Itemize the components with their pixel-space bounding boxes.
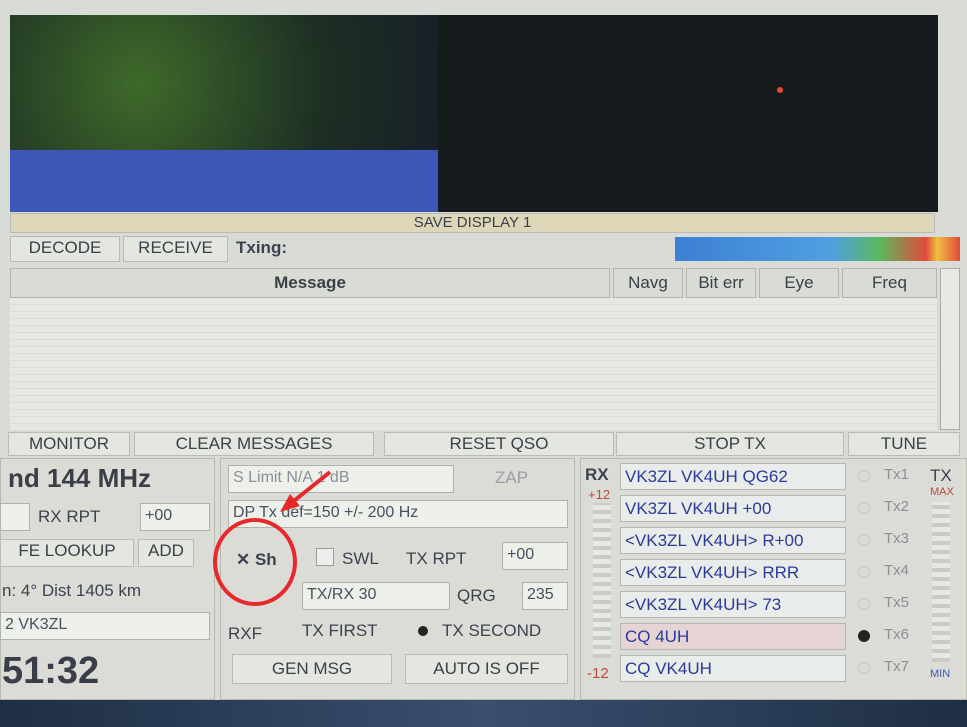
lookup-button[interactable]: FE LOOKUP (0, 539, 134, 567)
tx-label[interactable]: Tx6 (884, 626, 909, 643)
button[interactable]: STOP TX (616, 432, 844, 456)
txing-label: Txing: (236, 238, 287, 258)
scale-bottom: -12 (587, 665, 609, 682)
table-header: Navg (613, 268, 683, 298)
gen-msg-button[interactable]: GEN MSG (232, 654, 392, 684)
decode-button[interactable]: DECODE (10, 236, 120, 262)
clock: 51:32 (2, 650, 99, 693)
tx-message[interactable]: <VK3ZL VK4UH> 73 (620, 591, 846, 618)
tx-radio[interactable] (858, 662, 870, 674)
button[interactable]: TUNE (848, 432, 960, 456)
spectrum-dot (777, 87, 783, 93)
button[interactable]: MONITOR (8, 432, 130, 456)
radio-selected[interactable] (418, 626, 428, 636)
auto-button[interactable]: AUTO IS OFF (405, 654, 568, 684)
tx-label[interactable]: Tx2 (884, 498, 909, 515)
rx-meter (593, 503, 611, 658)
save-display[interactable]: SAVE DISPLAY 1 (10, 213, 935, 233)
waterfall-band (10, 150, 440, 212)
button[interactable]: RESET QSO (384, 432, 614, 456)
screenshot: SAVE DISPLAY 1 DECODE RECEIVE Txing: Mes… (0, 0, 967, 727)
table-header: Message (10, 268, 610, 298)
distance: n: 4° Dist 1405 km (2, 581, 141, 601)
tx-message[interactable]: VK3ZL VK4UH +00 (620, 495, 846, 522)
tx-first[interactable]: TX FIRST (302, 621, 378, 641)
level-meter (675, 237, 960, 261)
button[interactable]: CLEAR MESSAGES (134, 432, 374, 456)
tx-label[interactable]: Tx7 (884, 658, 909, 675)
tx-label[interactable]: Tx1 (884, 466, 909, 483)
tx-radio[interactable] (858, 566, 870, 578)
scale-top: +12 (588, 487, 610, 502)
zap[interactable]: ZAP (495, 468, 528, 488)
max-label: MAX (930, 486, 954, 498)
rx-label: RX (585, 465, 609, 485)
spectrum-panel (438, 15, 938, 212)
tx-message[interactable]: VK3ZL VK4UH QG62 (620, 463, 846, 490)
tx-message[interactable]: CQ 4UH (620, 623, 846, 650)
tx-message[interactable]: CQ VK4UH (620, 655, 846, 682)
add-button[interactable]: ADD (138, 539, 194, 567)
band-label: nd 144 MHz (8, 463, 151, 494)
red-circle (215, 520, 295, 604)
table-header: Freq (842, 268, 937, 298)
qrg-value[interactable]: 235 (522, 582, 568, 610)
taskbar (0, 700, 967, 727)
qrg-label: QRG (457, 586, 496, 606)
tx-radio[interactable] (858, 630, 870, 642)
input[interactable] (0, 503, 30, 531)
tx-radio[interactable] (858, 534, 870, 546)
tx-radio[interactable] (858, 598, 870, 610)
tx-rpt-value[interactable]: +00 (502, 542, 568, 570)
callsign: 2 VK3ZL (0, 612, 210, 640)
tx-label[interactable]: Tx3 (884, 530, 909, 547)
annotation (200, 460, 350, 610)
message-table (10, 298, 937, 430)
tx-label[interactable]: Tx5 (884, 594, 909, 611)
tx-radio[interactable] (858, 502, 870, 514)
min-label: MIN (930, 668, 950, 680)
tx-second[interactable]: TX SECOND (442, 621, 541, 641)
rx-rpt-label: RX RPT (38, 507, 100, 527)
waterfall (10, 15, 440, 153)
receive-button[interactable]: RECEIVE (123, 236, 228, 262)
tx-message[interactable]: <VK3ZL VK4UH> R+00 (620, 527, 846, 554)
tx-label: TX (930, 466, 952, 486)
tx-meter (932, 502, 950, 662)
tx-radio[interactable] (858, 470, 870, 482)
table-header: Bit err (686, 268, 756, 298)
tx-message[interactable]: <VK3ZL VK4UH> RRR (620, 559, 846, 586)
tx-label[interactable]: Tx4 (884, 562, 909, 579)
table-header: Eye (759, 268, 839, 298)
rxf-label: RXF (228, 624, 262, 644)
tx-rpt-label: TX RPT (406, 549, 466, 569)
scrollbar[interactable] (940, 268, 960, 430)
